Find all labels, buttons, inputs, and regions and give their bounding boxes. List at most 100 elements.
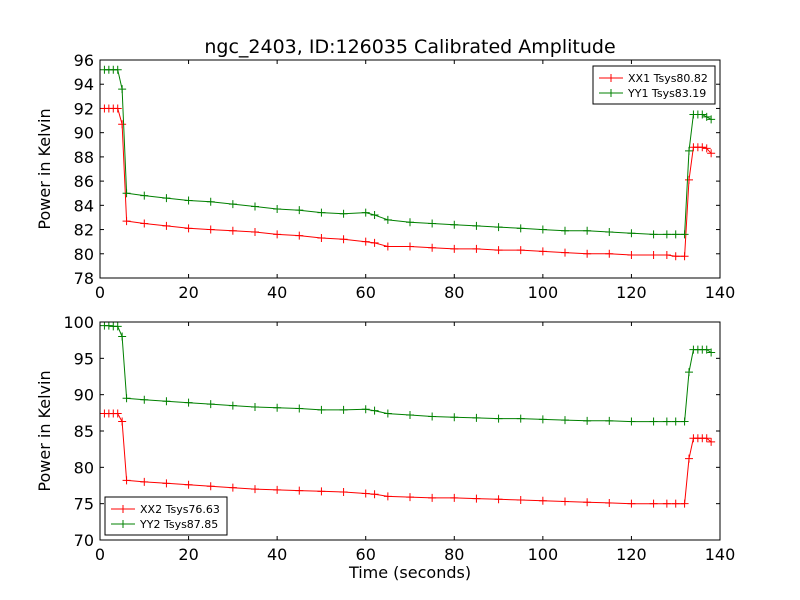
y-axis-label: Power in Kelvin — [35, 108, 54, 229]
data-point — [370, 406, 379, 415]
data-point — [370, 238, 379, 247]
data-point — [538, 225, 547, 234]
data-point — [698, 143, 707, 152]
data-point — [251, 485, 259, 494]
data-point — [122, 476, 131, 485]
data-point — [295, 486, 304, 495]
data-point — [516, 224, 525, 233]
data-point — [406, 218, 414, 227]
y-tick-label: 84 — [74, 196, 94, 215]
data-point — [184, 398, 193, 407]
data-point — [339, 209, 348, 218]
plot-frame — [99, 59, 721, 279]
data-point — [339, 235, 348, 244]
data-point — [428, 412, 437, 421]
data-point — [671, 230, 680, 239]
data-point — [538, 415, 547, 424]
data-point — [707, 115, 716, 124]
x-tick-label: 120 — [616, 545, 647, 564]
x-axis-label: Time (seconds) — [348, 563, 471, 582]
data-point — [184, 480, 193, 489]
series-2 — [100, 65, 716, 239]
data-point — [605, 416, 614, 425]
data-point — [122, 189, 131, 198]
data-point — [361, 489, 370, 498]
data-point — [406, 242, 414, 251]
data-point — [162, 194, 171, 203]
data-point — [649, 499, 658, 508]
data-point — [206, 197, 215, 206]
data-point — [339, 405, 348, 414]
data-point — [406, 493, 414, 502]
x-tick-label: 40 — [267, 283, 287, 302]
data-point — [162, 397, 171, 406]
legend-marker — [119, 520, 127, 528]
data-point — [118, 120, 127, 129]
data-point — [662, 417, 671, 426]
data-point — [516, 414, 525, 423]
legend-label: XX2 Tsys76.63 — [140, 503, 220, 516]
data-point — [295, 404, 304, 413]
data-point — [228, 226, 237, 235]
data-point — [680, 230, 689, 239]
data-point — [383, 215, 392, 224]
data-point — [228, 401, 237, 410]
y-tick-label: 96 — [74, 51, 94, 70]
data-point — [428, 243, 437, 252]
data-point — [494, 223, 503, 232]
data-point — [702, 345, 711, 354]
data-point — [251, 403, 259, 412]
data-point — [122, 217, 131, 226]
data-point — [561, 248, 569, 257]
data-point — [450, 220, 459, 229]
data-point — [671, 252, 680, 261]
legend-box — [592, 65, 716, 105]
x-tick-label: 100 — [528, 545, 559, 564]
data-point — [370, 490, 379, 499]
x-tick-label: 20 — [178, 545, 198, 564]
data-point — [162, 479, 171, 488]
data-point — [317, 487, 326, 496]
data-point — [702, 434, 711, 443]
data-point — [295, 206, 304, 215]
x-tick-label: 60 — [356, 283, 376, 302]
data-point — [707, 348, 716, 357]
data-point — [361, 237, 370, 246]
data-point — [140, 395, 149, 404]
y-tick-label: 90 — [74, 386, 94, 405]
legend-label: YY1 Tsys83.19 — [627, 87, 706, 100]
y-tick-label: 80 — [74, 245, 94, 264]
data-point — [406, 411, 414, 420]
data-point — [627, 417, 636, 426]
data-point — [140, 477, 149, 486]
data-point — [317, 208, 326, 217]
data-point — [707, 149, 716, 158]
legend-box — [104, 496, 228, 536]
data-point — [428, 493, 437, 502]
chart-panel-2: 0 20 40 60 80 100 120 140 70 75 80 85 90 95 100 Power i… — [35, 313, 735, 582]
legend-marker — [607, 74, 615, 82]
data-point — [383, 242, 392, 251]
data-point — [472, 413, 481, 422]
data-point — [450, 493, 459, 502]
data-point — [662, 230, 671, 239]
data-point — [583, 498, 592, 507]
data-point — [118, 332, 127, 341]
data-point — [228, 483, 237, 492]
data-point — [649, 230, 658, 239]
data-point — [702, 112, 711, 121]
data-point — [662, 499, 671, 508]
data-point — [251, 227, 259, 236]
data-point — [671, 417, 680, 426]
data-point — [538, 247, 547, 256]
y-axis-label: Power in Kelvin — [35, 370, 54, 491]
data-point — [273, 230, 282, 239]
legend-item-1: XX2 Tsys76.63 — [111, 503, 220, 516]
data-point — [118, 417, 127, 426]
data-point — [649, 250, 658, 259]
data-point — [251, 202, 259, 211]
data-point — [383, 492, 392, 501]
data-point — [162, 221, 171, 230]
y-tick-label: 86 — [74, 172, 94, 191]
data-point — [113, 65, 122, 74]
